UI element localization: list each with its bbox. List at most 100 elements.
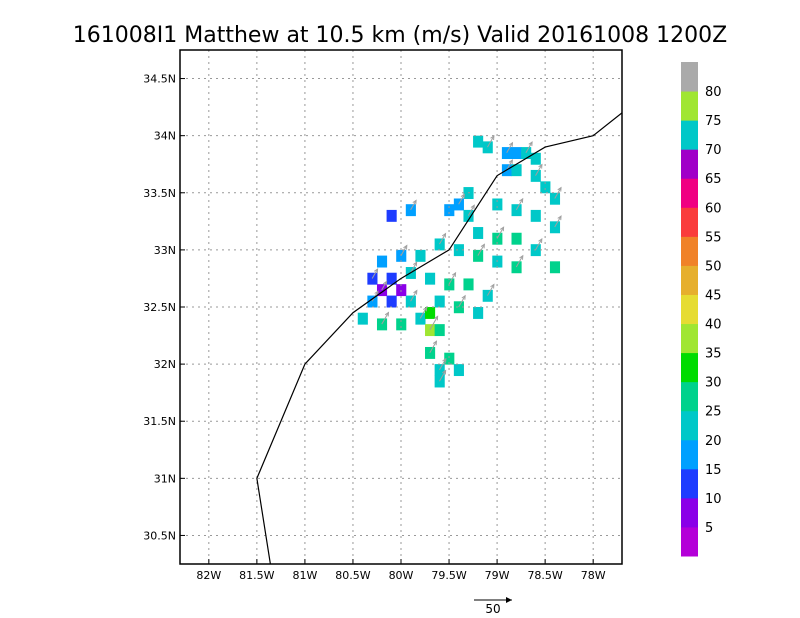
wind-speed-cell (473, 227, 484, 239)
wind-vector (554, 187, 562, 199)
y-axis: 30.5N 31N 31.5N 32N 32.5N 33N 33.5N 34N 34.5N (143, 73, 185, 542)
x-axis: 82W 81.5W 81W 80.5W 80W 79.5W 79W 78.5W 78W (196, 559, 606, 582)
wind-vector-head (382, 280, 388, 286)
wind-speed-cell (425, 324, 436, 337)
wind-vector-head (434, 315, 439, 321)
grid-lines (180, 50, 622, 564)
wind-vector-head (538, 237, 543, 244)
colorbar-segment (681, 91, 698, 121)
wind-speed-cell (415, 312, 426, 325)
wind-speed-cell (453, 198, 464, 211)
wind-vector (439, 370, 447, 382)
x-tick-label: 81W (292, 569, 317, 582)
wind-vector (410, 262, 418, 273)
colorbar-segment (681, 323, 698, 354)
colorbar-segment (681, 381, 698, 412)
colorbar-segment (681, 62, 698, 92)
wind-vector-head (470, 204, 475, 210)
wind-vector-head (480, 243, 485, 249)
colorbar-segment (681, 352, 698, 383)
wind-speed-cell (473, 135, 484, 148)
wind-speed-cell (482, 289, 493, 302)
wind-vector (439, 233, 446, 245)
wind-speed-cell (405, 295, 416, 308)
wind-speed-cell (434, 238, 445, 251)
colorbar-label: 20 (705, 434, 722, 449)
colorbar-label: 65 (705, 172, 722, 187)
wind-vector-head (460, 193, 465, 199)
wind-vector (381, 281, 388, 291)
colorbar-label: 75 (705, 114, 722, 129)
colorbar-label: 55 (705, 230, 722, 245)
colorbar-label: 15 (705, 463, 722, 478)
x-tick-label: 79.5W (431, 569, 466, 582)
x-tick-label: 80W (389, 569, 414, 582)
wind-speed-cell (415, 249, 426, 262)
wind-vector-head (508, 159, 513, 165)
wind-speed-cell (492, 232, 503, 245)
y-tick-label: 30.5N (143, 529, 176, 542)
wind-vector-head (528, 141, 533, 147)
colorbar-segment (681, 497, 698, 528)
x-tick-label: 82W (196, 569, 221, 582)
wind-vector-head (374, 290, 379, 296)
wind-speed-cell (386, 295, 397, 308)
wind-vector-head (519, 254, 524, 260)
colorbar-label: 25 (705, 405, 722, 420)
wind-vector-head (557, 215, 562, 221)
colorbar-label: 50 (705, 259, 722, 274)
colorbar-segment (681, 265, 698, 295)
wind-speed-cell (473, 249, 484, 262)
wind-speed-cell (549, 221, 561, 234)
wind-speed-cell (501, 147, 512, 160)
wind-vector (487, 284, 495, 296)
wind-vector (506, 142, 513, 154)
wind-vector (477, 244, 485, 256)
wind-vector (496, 226, 505, 239)
wind-speed-cell (434, 324, 445, 337)
wind-vector-head (373, 268, 379, 274)
wind-vector (429, 341, 437, 353)
wind-vector-head (538, 163, 543, 169)
wind-vector (419, 307, 428, 319)
wind-speed-cell (549, 192, 561, 205)
wind-vector (525, 141, 533, 154)
colorbar-label: 40 (705, 318, 722, 333)
wind-vector (515, 255, 524, 268)
wind-speed-cell (386, 209, 397, 222)
wind-speed-cell (530, 169, 541, 182)
wind-vector (535, 164, 543, 176)
wind-vectors (371, 135, 562, 382)
colorbar-label: 30 (705, 376, 722, 391)
x-tick-label: 78.5W (527, 569, 562, 582)
wind-speed-cell (482, 141, 493, 154)
wind-speed-cell (405, 204, 416, 217)
wind-vector (458, 194, 465, 205)
wind-speed-cell (463, 278, 474, 291)
colorbar-segment (681, 178, 698, 208)
wind-speed-cell (434, 364, 445, 377)
wind-vector-head (451, 271, 457, 277)
y-tick-label: 34N (154, 130, 176, 143)
colorbar-label: 5 (705, 521, 713, 536)
wind-vector-head (490, 283, 495, 289)
wind-vector (381, 312, 389, 325)
wind-vector-head (499, 226, 505, 232)
wind-vector-head (442, 357, 447, 363)
wind-speed-cell (357, 312, 368, 325)
wind-vector (487, 135, 495, 148)
wind-vector-head (461, 294, 466, 300)
wind-speed-cell (511, 204, 522, 217)
colorbar-segment (681, 526, 698, 557)
colorbar-segment (681, 149, 698, 179)
colorbar-label: 10 (705, 492, 722, 507)
wind-vector-head (432, 340, 438, 346)
wind-vector (439, 358, 447, 371)
colorbar-segment (681, 410, 698, 441)
wind-speed-cell (473, 307, 484, 319)
wind-speed-cell (549, 261, 561, 274)
colorbar-segment (681, 236, 698, 266)
colorbar-label: 35 (705, 347, 722, 362)
x-tick-label: 81.5W (239, 569, 274, 582)
